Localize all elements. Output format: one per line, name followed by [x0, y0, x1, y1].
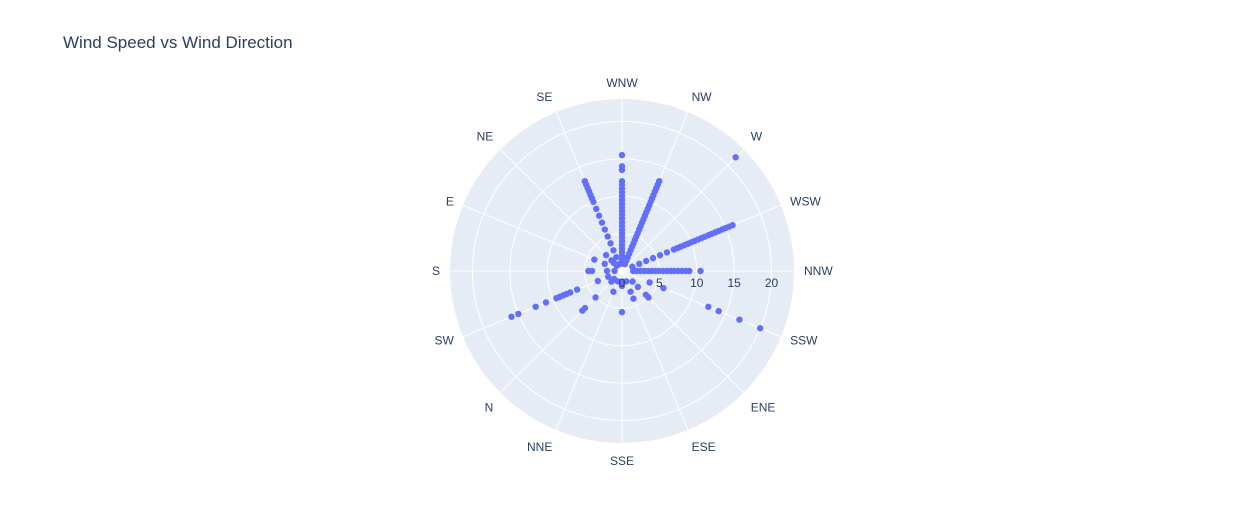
- angular-tick-label: WNW: [606, 76, 638, 90]
- data-point: [629, 263, 636, 270]
- data-point: [715, 307, 722, 315]
- data-point: [592, 294, 599, 301]
- data-points: [508, 151, 764, 332]
- angular-gridline: [500, 149, 623, 272]
- data-point: [542, 299, 550, 306]
- data-point: [646, 279, 653, 286]
- data-point: [591, 256, 598, 263]
- data-point: [579, 307, 586, 314]
- angular-tick-label: N: [485, 401, 494, 415]
- angular-gridline: [621, 149, 744, 272]
- data-point: [553, 294, 560, 302]
- radial-tick-label: 0: [619, 276, 626, 290]
- data-point: [611, 267, 618, 275]
- data-point: [610, 288, 617, 295]
- radial-tick-labels: 0 5 10 15 20: [619, 276, 779, 290]
- data-point: [629, 278, 636, 285]
- angular-tick-label: SSE: [610, 454, 634, 468]
- data-point: [598, 219, 606, 226]
- data-point: [573, 286, 581, 293]
- data-point: [610, 247, 617, 254]
- radial-tick-label: 20: [765, 276, 779, 290]
- data-point: [618, 163, 626, 170]
- data-point: [613, 253, 620, 261]
- angular-tick-label: ESE: [692, 440, 716, 454]
- angular-tick-label: S: [432, 264, 440, 278]
- data-point: [686, 267, 693, 275]
- data-point: [608, 278, 615, 285]
- radial-gridline: [471, 120, 773, 422]
- data-point: [645, 294, 652, 301]
- angular-gridline: [500, 270, 623, 393]
- data-point: [756, 325, 764, 332]
- data-point: [607, 240, 614, 247]
- polar-grid: [450, 99, 794, 443]
- data-point: [623, 278, 630, 285]
- data-point: [508, 313, 515, 320]
- angular-tick-label: SSW: [790, 334, 818, 348]
- data-point: [656, 177, 663, 185]
- data-point: [608, 257, 615, 264]
- radial-tick-label: 15: [727, 276, 741, 290]
- data-point: [656, 252, 664, 259]
- data-point: [594, 277, 602, 285]
- angular-tick-label: NNW: [804, 264, 833, 278]
- data-point: [642, 257, 650, 265]
- data-point: [636, 260, 643, 268]
- data-point: [604, 273, 612, 280]
- data-point: [603, 267, 611, 275]
- radial-tick-label: 5: [656, 276, 663, 290]
- angular-tick-label: WSW: [790, 194, 821, 208]
- data-point: [736, 316, 743, 323]
- data-point: [663, 249, 671, 256]
- data-point: [618, 178, 626, 185]
- data-point: [532, 303, 539, 310]
- chart-title: Wind Speed vs Wind Direction: [63, 33, 293, 52]
- data-point: [705, 303, 712, 310]
- angular-tick-label: NE: [477, 129, 494, 143]
- data-point: [581, 177, 588, 185]
- angular-tick-label: SE: [536, 90, 552, 104]
- data-point: [618, 308, 626, 316]
- data-point: [602, 251, 610, 259]
- data-point: [732, 154, 739, 161]
- angular-tick-label: ENE: [751, 401, 776, 415]
- data-point: [585, 267, 592, 275]
- angular-tick-label: NW: [692, 90, 713, 104]
- data-point: [618, 282, 626, 290]
- data-point: [593, 205, 600, 213]
- angular-tick-label: SW: [435, 334, 455, 348]
- radial-tick-label: 10: [690, 276, 704, 290]
- data-point: [649, 254, 657, 262]
- data-point: [660, 284, 667, 292]
- data-point: [515, 310, 522, 318]
- data-point: [697, 267, 704, 275]
- angular-gridline: [621, 270, 744, 393]
- data-point: [627, 288, 634, 295]
- data-point: [618, 151, 626, 159]
- data-point: [630, 295, 637, 302]
- angular-gridline: [555, 270, 623, 431]
- data-point: [595, 212, 603, 219]
- radial-gridline: [509, 158, 735, 384]
- data-point: [601, 260, 608, 268]
- angular-tick-label: W: [751, 129, 763, 143]
- angular-tick-label: E: [446, 194, 454, 208]
- data-point: [604, 233, 611, 240]
- data-point: [601, 226, 609, 233]
- data-point: [729, 222, 736, 229]
- data-point: [634, 283, 642, 291]
- angular-tick-label: NNE: [527, 440, 552, 454]
